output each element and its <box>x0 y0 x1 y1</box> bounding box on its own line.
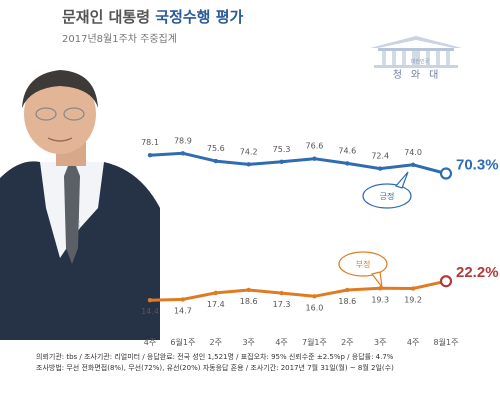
approve-point <box>378 166 383 171</box>
approve-line <box>148 151 448 175</box>
approve-end-label: 70.3% <box>456 157 499 174</box>
approve-point <box>180 151 186 156</box>
disapprove-bubble: 부정 <box>338 251 388 290</box>
x-tick-label: 3주 <box>242 338 254 347</box>
series-disapprove: 14.4 14.7 17.4 18.6 17.3 16.0 18.6 19.3 19.2 22.2… <box>141 264 498 316</box>
disapprove-point <box>378 286 383 291</box>
approve-value-label: 74.6 <box>338 146 356 155</box>
footer-line-1: 의뢰기관: tbs / 조사기관: 리얼미터 / 응답완료: 전국 성인 1,5… <box>36 353 394 361</box>
approve-value-label: 75.6 <box>207 144 225 153</box>
disapprove-point <box>345 287 350 293</box>
disapprove-line <box>148 279 448 302</box>
disapprove-point <box>312 294 317 299</box>
disapprove-value-label: 18.6 <box>240 297 258 306</box>
disapprove-value-label: 19.3 <box>371 295 389 304</box>
disapprove-point <box>246 287 251 293</box>
series-approve: 78.1 78.9 75.6 74.2 75.3 76.6 74.6 72.4 74.0 70.3… <box>141 136 499 180</box>
blue-house-logo <box>370 36 462 68</box>
disapprove-end-label: 22.2% <box>456 264 499 281</box>
x-tick-label: 7월1주 <box>302 337 327 347</box>
approve-bubble-label: 긍정 <box>380 191 395 201</box>
approve-end-point <box>439 167 453 180</box>
footer-line-2: 조사방법: 무선 전화면접(8%), 무선(72%), 유선(20%) 자동응답… <box>36 364 394 372</box>
approve-point <box>279 159 284 164</box>
disapprove-value-label: 14.7 <box>174 306 192 315</box>
approve-value-label: 74.0 <box>404 148 422 157</box>
chart-subtitle: 2017년8월1주차 주중집계 <box>62 34 177 45</box>
x-axis-ticks: 4주 6월1주 2주 3주 4주 7월1주 2주 3주 4주 8월1주 <box>144 337 459 347</box>
disapprove-point <box>213 290 218 296</box>
approve-value-label: 75.3 <box>273 145 291 154</box>
disapprove-value-label: 19.2 <box>404 296 422 305</box>
disapprove-point <box>410 286 416 291</box>
approve-point <box>213 158 218 164</box>
disapprove-point <box>180 297 186 302</box>
approve-point <box>345 161 350 166</box>
logo-sub: 대한민국 <box>410 59 430 65</box>
x-tick-label: 4주 <box>144 338 156 347</box>
approve-value-label: 76.6 <box>306 142 324 151</box>
disapprove-end-point <box>439 275 453 288</box>
approve-value-label: 72.4 <box>371 152 389 161</box>
disapprove-value-label: 16.0 <box>306 303 324 312</box>
approve-point <box>147 152 153 158</box>
title-prefix: 문재인 대통령 <box>62 8 151 26</box>
x-tick-label: 3주 <box>374 338 386 347</box>
x-tick-label: 8월1주 <box>434 337 459 347</box>
disapprove-point <box>147 297 153 303</box>
survey-footer: 의뢰기관: tbs / 조사기관: 리얼미터 / 응답완료: 전국 성인 1,5… <box>36 352 498 374</box>
chart-title: 문재인 대통령 국정수행 평가 <box>62 6 243 27</box>
approve-value-label: 74.2 <box>240 147 258 156</box>
x-tick-label: 2주 <box>210 338 222 347</box>
disapprove-value-label: 14.4 <box>141 307 159 316</box>
disapprove-value-label: 18.6 <box>338 297 356 306</box>
disapprove-point <box>279 290 284 296</box>
x-tick-label: 4주 <box>275 338 287 347</box>
x-tick-label: 6월1주 <box>170 337 195 347</box>
title-emphasis: 국정수행 평가 <box>155 8 244 26</box>
disapprove-value-label: 17.3 <box>273 300 291 309</box>
disapprove-bubble-label: 부정 <box>356 259 371 269</box>
approve-point <box>312 156 317 161</box>
x-tick-label: 2주 <box>341 338 353 347</box>
approve-value-label: 78.1 <box>141 138 159 147</box>
approve-point <box>246 162 251 167</box>
approve-bubble: 긍정 <box>362 171 412 209</box>
approve-value-label: 78.9 <box>174 136 192 145</box>
approve-point <box>410 162 416 168</box>
president-portrait <box>0 70 160 340</box>
logo-name: 청와대 <box>392 70 448 81</box>
x-tick-label: 4주 <box>407 338 419 347</box>
disapprove-value-label: 17.4 <box>207 300 225 309</box>
